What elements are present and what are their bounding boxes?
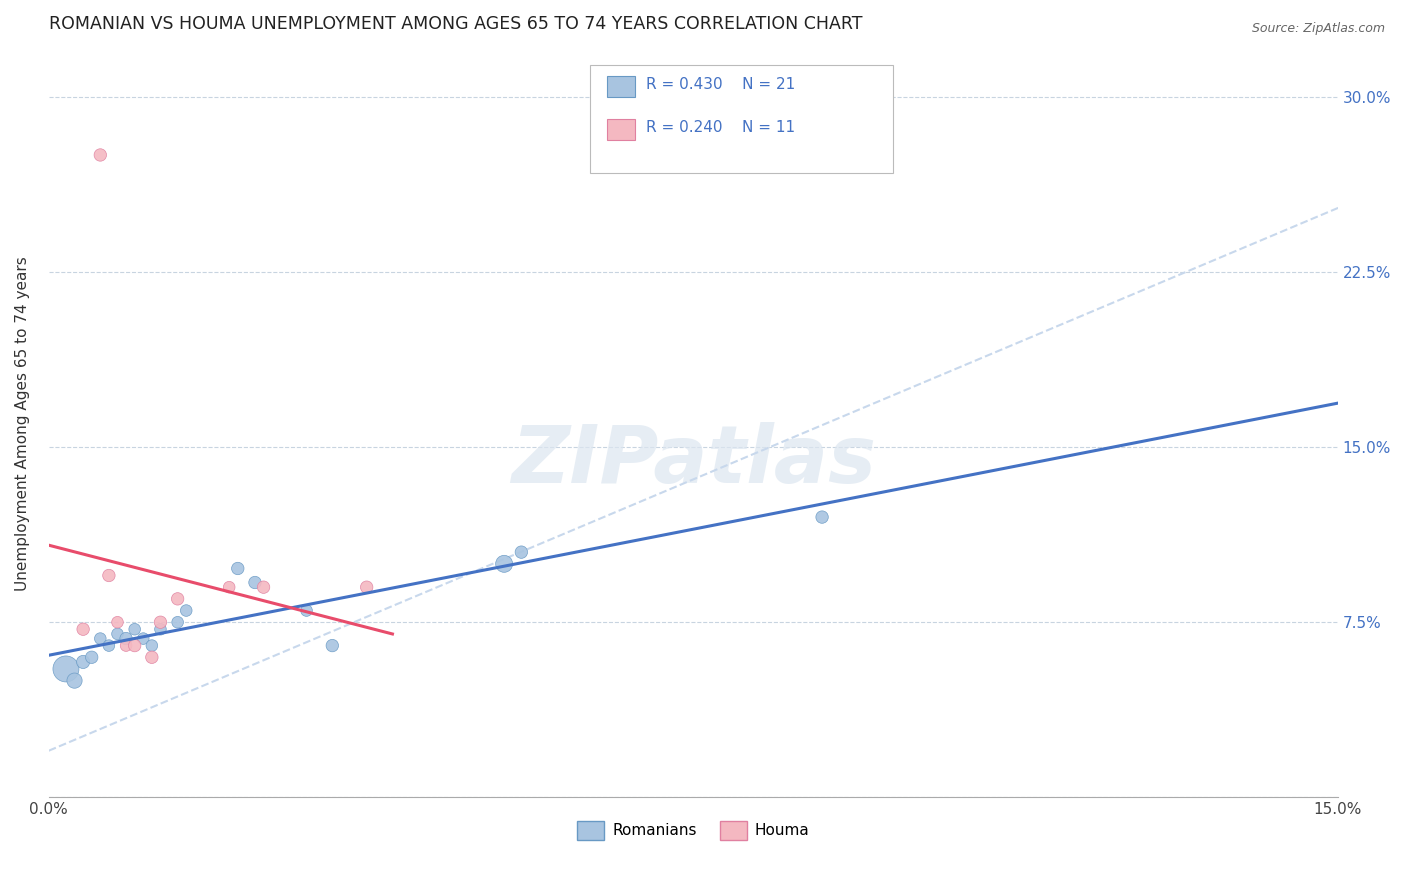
Point [132,632,155,646]
FancyBboxPatch shape [607,119,636,139]
FancyBboxPatch shape [591,65,893,173]
Point [72,622,94,636]
Point [141,650,163,665]
Point [166,615,188,630]
Point [141,639,163,653]
Text: R = 0.430    N = 21: R = 0.430 N = 21 [645,78,794,93]
Text: Source: ZipAtlas.com: Source: ZipAtlas.com [1251,22,1385,36]
Point [107,615,129,630]
Point [174,603,197,617]
Point [89,632,111,646]
Text: ZIPatlas: ZIPatlas [510,422,876,500]
Point [166,591,188,606]
Point [97,639,120,653]
Point [811,510,834,524]
Point [115,632,138,646]
Point [356,580,378,594]
Legend: Romanians, Houma: Romanians, Houma [571,815,815,846]
Text: R = 0.240    N = 11: R = 0.240 N = 11 [645,120,794,135]
Point [494,557,516,571]
Point [72,655,94,669]
Point [124,639,146,653]
Point [55,662,77,676]
Point [149,622,172,636]
Point [149,615,172,630]
Text: ROMANIAN VS HOUMA UNEMPLOYMENT AMONG AGES 65 TO 74 YEARS CORRELATION CHART: ROMANIAN VS HOUMA UNEMPLOYMENT AMONG AGE… [49,15,862,33]
Point [97,568,120,582]
Point [321,639,343,653]
Point [107,627,129,641]
Point [89,148,111,162]
Point [218,580,240,594]
Point [510,545,533,559]
Y-axis label: Unemployment Among Ages 65 to 74 years: Unemployment Among Ages 65 to 74 years [15,256,30,591]
Point [295,603,318,617]
Point [124,622,146,636]
Point [115,639,138,653]
Point [80,650,103,665]
Point [63,673,86,688]
FancyBboxPatch shape [607,76,636,97]
Point [252,580,274,594]
Point [226,561,249,575]
Point [243,575,266,590]
